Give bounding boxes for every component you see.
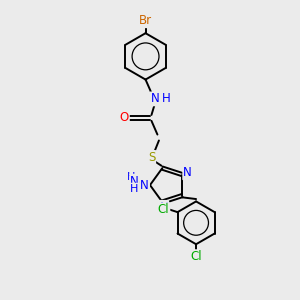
Text: N: N: [140, 178, 149, 192]
Text: H: H: [130, 184, 139, 194]
Text: O: O: [119, 111, 129, 124]
Text: H: H: [127, 172, 135, 182]
Text: Cl: Cl: [190, 250, 202, 263]
Text: Br: Br: [139, 14, 152, 27]
Text: Cl: Cl: [158, 203, 170, 216]
Text: N: N: [159, 201, 168, 214]
Text: N: N: [130, 175, 139, 188]
Text: H: H: [161, 92, 170, 105]
Text: N: N: [183, 166, 192, 179]
Text: S: S: [148, 151, 155, 164]
Text: N: N: [151, 92, 159, 105]
